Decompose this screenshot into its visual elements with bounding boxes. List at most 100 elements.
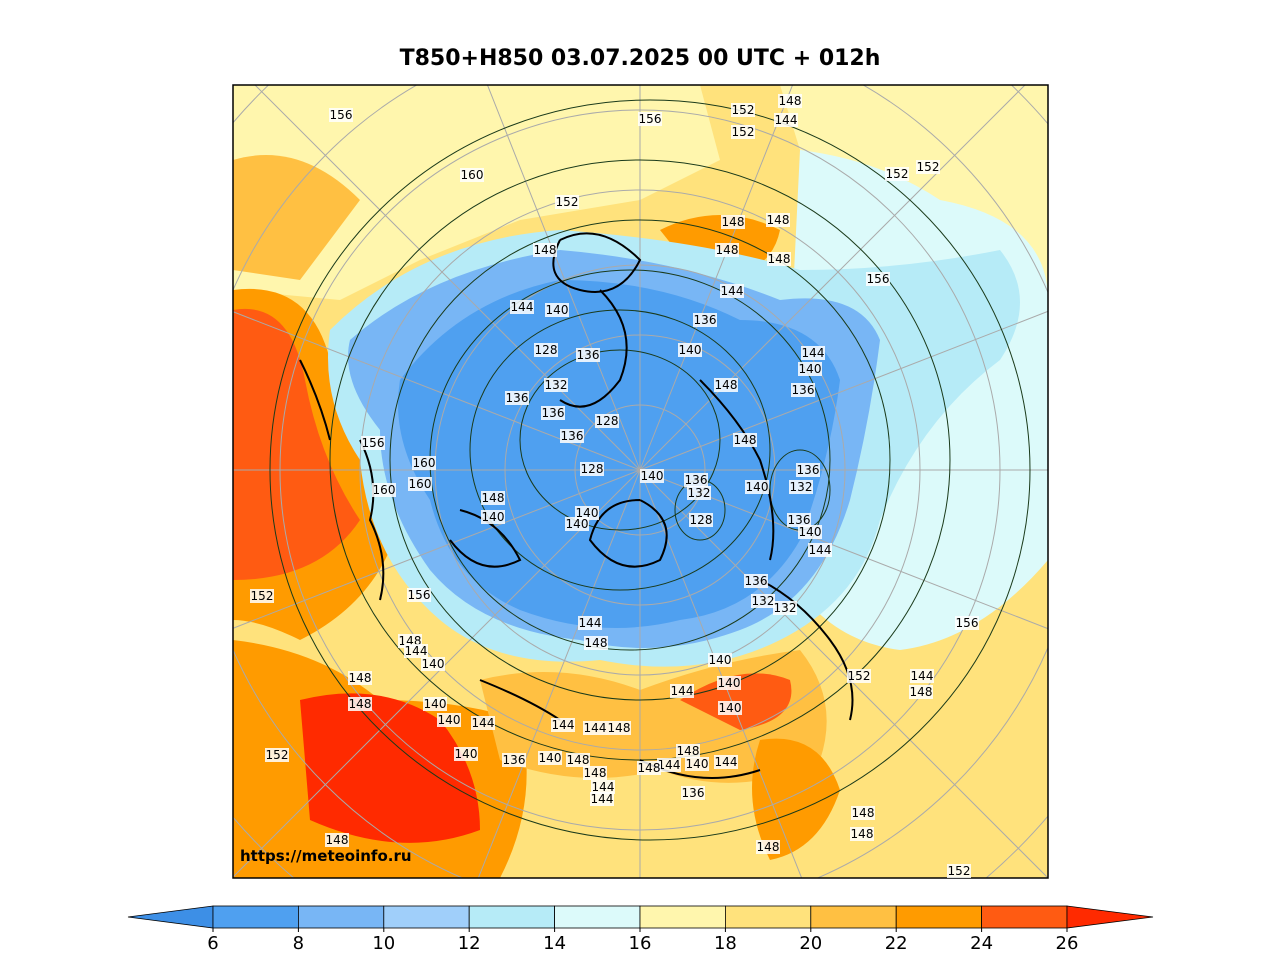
contour-label: 140 bbox=[482, 510, 505, 524]
label-bg bbox=[408, 477, 432, 491]
label-bg bbox=[348, 671, 372, 685]
label-bg bbox=[850, 827, 874, 841]
contour-label: 144 bbox=[658, 758, 681, 772]
graticule bbox=[233, 85, 1048, 878]
contour-label: 132 bbox=[545, 378, 568, 392]
contour-label: 140 bbox=[799, 525, 822, 539]
label-bg bbox=[590, 792, 614, 806]
contour-label: 140 bbox=[746, 480, 769, 494]
colorbar-tick-label: 6 bbox=[207, 933, 218, 954]
label-bg bbox=[916, 160, 940, 174]
colorbar-segment bbox=[981, 905, 1068, 929]
contour-label: 148 bbox=[768, 252, 791, 266]
label-bg bbox=[407, 588, 431, 602]
contour-label: 144 bbox=[721, 284, 744, 298]
contour-label: 144 bbox=[472, 716, 495, 730]
region bbox=[233, 155, 360, 280]
contour-label: 156 bbox=[330, 108, 353, 122]
label-bg bbox=[687, 486, 711, 500]
label-bg bbox=[708, 653, 732, 667]
contour-label: 148 bbox=[584, 766, 607, 780]
contour-label: 144 bbox=[579, 616, 602, 630]
contour-label: 140 bbox=[424, 697, 447, 711]
label-bg bbox=[361, 436, 385, 450]
map bbox=[233, 85, 1048, 878]
contour-label: 140 bbox=[566, 517, 589, 531]
contour-label: 148 bbox=[482, 491, 505, 505]
label-bg bbox=[481, 491, 505, 505]
label-bg bbox=[720, 284, 744, 298]
label-bg bbox=[404, 644, 428, 658]
contour-label: 152 bbox=[266, 748, 289, 762]
region bbox=[233, 308, 360, 580]
contour-label: 152 bbox=[848, 669, 871, 683]
contour-label: 152 bbox=[917, 160, 940, 174]
contour-label: 148 bbox=[852, 806, 875, 820]
label-bg bbox=[731, 103, 755, 117]
contour-label: 160 bbox=[373, 483, 396, 497]
colorbar-tick-label: 22 bbox=[885, 933, 908, 954]
contour-label: 132 bbox=[774, 601, 797, 615]
label-bg bbox=[510, 300, 534, 314]
contour-label: 136 bbox=[503, 753, 526, 767]
colorbar-extension bbox=[127, 905, 214, 929]
contour-label: 136 bbox=[682, 786, 705, 800]
label-bg bbox=[745, 480, 769, 494]
colorbar-tick-label: 24 bbox=[970, 933, 993, 954]
contour-label: 148 bbox=[716, 243, 739, 257]
label-bg bbox=[851, 806, 875, 820]
label-bg bbox=[372, 483, 396, 497]
contour-label: 144 bbox=[671, 684, 694, 698]
label-bg bbox=[580, 462, 604, 476]
label-bg bbox=[955, 616, 979, 630]
label-bg bbox=[471, 716, 495, 730]
label-bg bbox=[670, 684, 694, 698]
contour-label: 144 bbox=[775, 113, 798, 127]
label-bg bbox=[454, 747, 478, 761]
contour-label: 152 bbox=[732, 125, 755, 139]
label-bg bbox=[717, 676, 741, 690]
contour-label: 132 bbox=[688, 486, 711, 500]
contour-label: 128 bbox=[690, 513, 713, 527]
label-bg bbox=[505, 391, 529, 405]
label-bg bbox=[847, 669, 871, 683]
contour-label: 156 bbox=[956, 616, 979, 630]
map-frame bbox=[232, 84, 1049, 879]
colorbar-tick-label: 12 bbox=[458, 933, 481, 954]
label-bg bbox=[595, 414, 619, 428]
contour-label: 148 bbox=[851, 827, 874, 841]
contour-label: 144 bbox=[405, 644, 428, 658]
label-bg bbox=[910, 669, 934, 683]
region bbox=[233, 85, 720, 300]
label-bg bbox=[265, 748, 289, 762]
label-bg bbox=[684, 473, 708, 487]
label-bg bbox=[637, 761, 661, 775]
label-bg bbox=[947, 864, 971, 878]
contour-label: 148 bbox=[757, 840, 780, 854]
contour-label: 148 bbox=[638, 761, 661, 775]
contour-label: 156 bbox=[408, 588, 431, 602]
colorbar-segment bbox=[468, 905, 556, 929]
contour-label: 144 bbox=[802, 346, 825, 360]
label-bg bbox=[412, 456, 436, 470]
label-bg bbox=[689, 513, 713, 527]
contour-label: 144 bbox=[592, 780, 615, 794]
contour-label: 160 bbox=[461, 168, 484, 182]
colorbar-segment bbox=[297, 905, 385, 929]
watermark: https://meteoinfo.ru bbox=[240, 847, 412, 865]
label-bg bbox=[767, 252, 791, 266]
contour-label: 148 bbox=[767, 213, 790, 227]
contour-label: 148 bbox=[779, 94, 802, 108]
label-bg bbox=[721, 215, 745, 229]
label-bg bbox=[756, 840, 780, 854]
label-bg bbox=[787, 513, 811, 527]
label-bg bbox=[774, 113, 798, 127]
contour-label: 152 bbox=[556, 195, 579, 209]
colorbar-segment bbox=[810, 905, 897, 929]
label-bg bbox=[423, 697, 447, 711]
colorbar-tick-label: 14 bbox=[543, 933, 566, 954]
contour-label: 148 bbox=[349, 697, 372, 711]
contour-label: 136 bbox=[577, 348, 600, 362]
colorbar-tick-label: 16 bbox=[629, 933, 652, 954]
